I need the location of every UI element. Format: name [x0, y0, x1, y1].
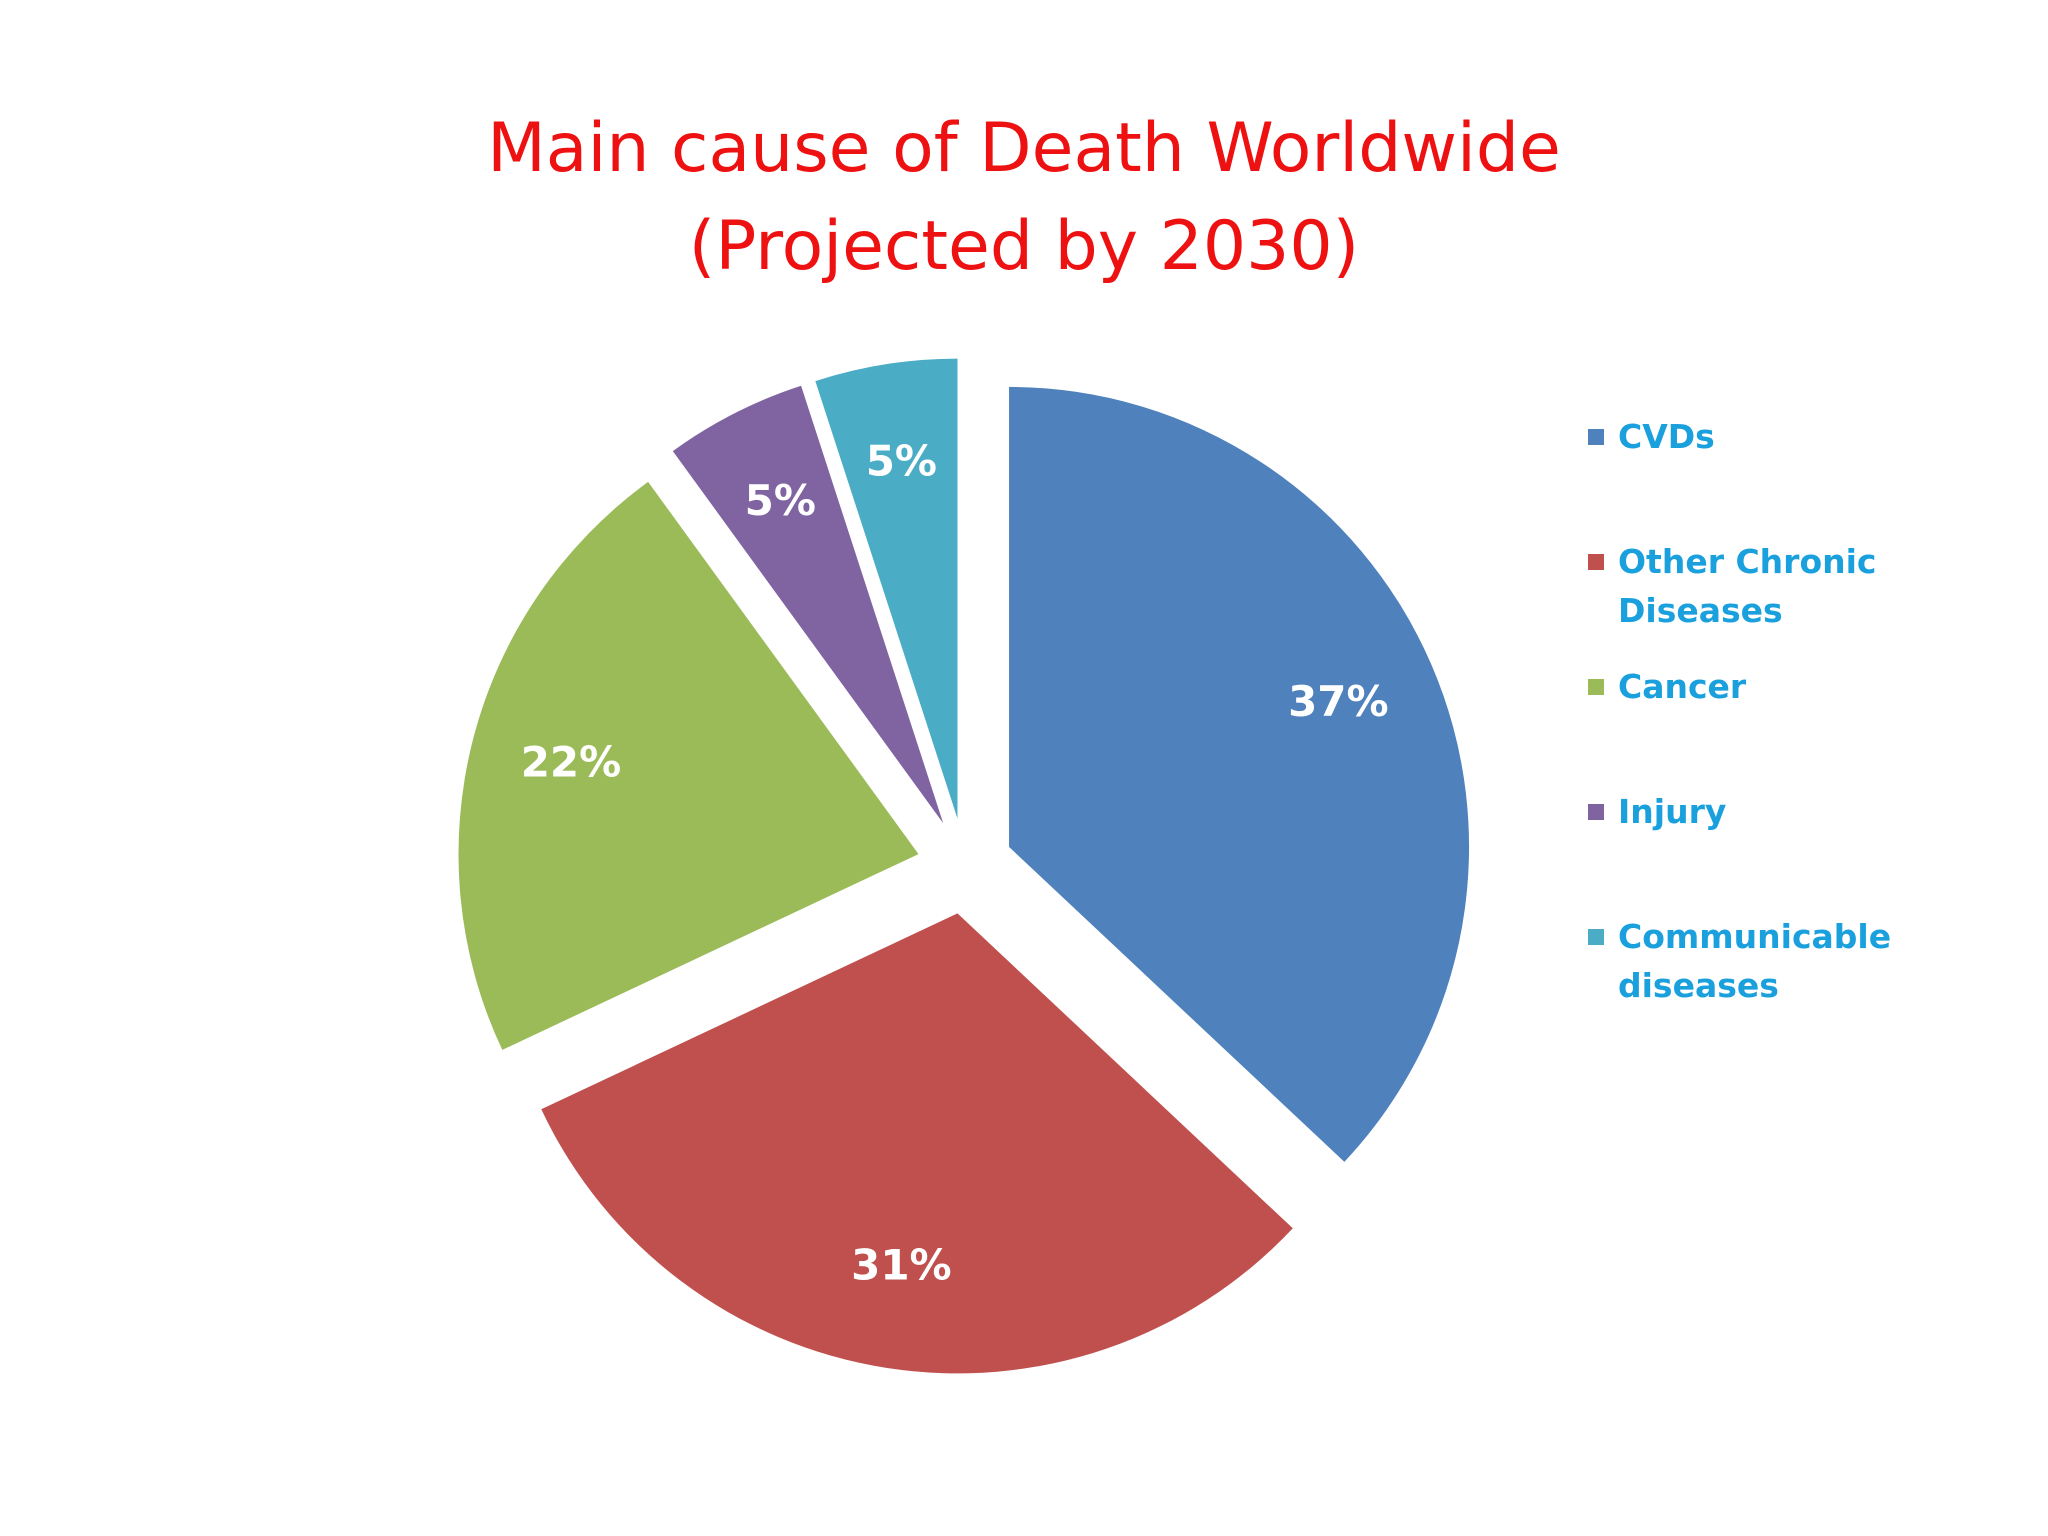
pie-data-label: 5%: [866, 437, 937, 486]
pie-slice-cancer: [458, 481, 919, 1050]
pie-slice-communicable-diseases: [815, 358, 958, 819]
legend-label: Injury: [1618, 792, 1727, 831]
legend-item: CVDs: [1588, 412, 1878, 461]
pie-data-label: 5%: [745, 476, 816, 525]
pie-slice-other-chronic-diseases: [541, 913, 1293, 1374]
legend-item: Communicable diseases: [1588, 912, 1892, 1010]
legend-swatch: [1588, 679, 1604, 695]
pie-slice-injury: [672, 385, 944, 824]
pie-data-label: 31%: [851, 1240, 952, 1289]
legend-item: Cancer: [1588, 662, 1878, 711]
legend-swatch: [1588, 804, 1604, 820]
legend-label: Cancer: [1618, 667, 1747, 706]
legend-swatch: [1588, 554, 1604, 570]
chart-title-line-2: (Projected by 2030): [688, 207, 1360, 286]
pie-data-labels: 37% 31% 22% 5% 5%: [521, 437, 1389, 1290]
legend-item: Other Chronic Diseases: [1588, 537, 1878, 635]
legend-swatch: [1588, 929, 1604, 945]
chart-title-line-1: Main cause of Death Worldwide: [487, 109, 1561, 188]
chart-title: Main cause of Death Worldwide (Projected…: [0, 100, 2048, 296]
legend-label: Other Chronic Diseases: [1618, 542, 1877, 630]
legend-item: Injury: [1588, 787, 1878, 836]
legend-swatch: [1588, 429, 1604, 445]
pie-slice-cvds: [1009, 386, 1470, 1162]
legend-label: Communicable diseases: [1618, 917, 1892, 1005]
pie-data-label: 22%: [521, 737, 622, 786]
legend-label: CVDs: [1618, 417, 1715, 456]
pie-data-label: 37%: [1288, 677, 1389, 726]
pie-slices: [458, 358, 1470, 1374]
